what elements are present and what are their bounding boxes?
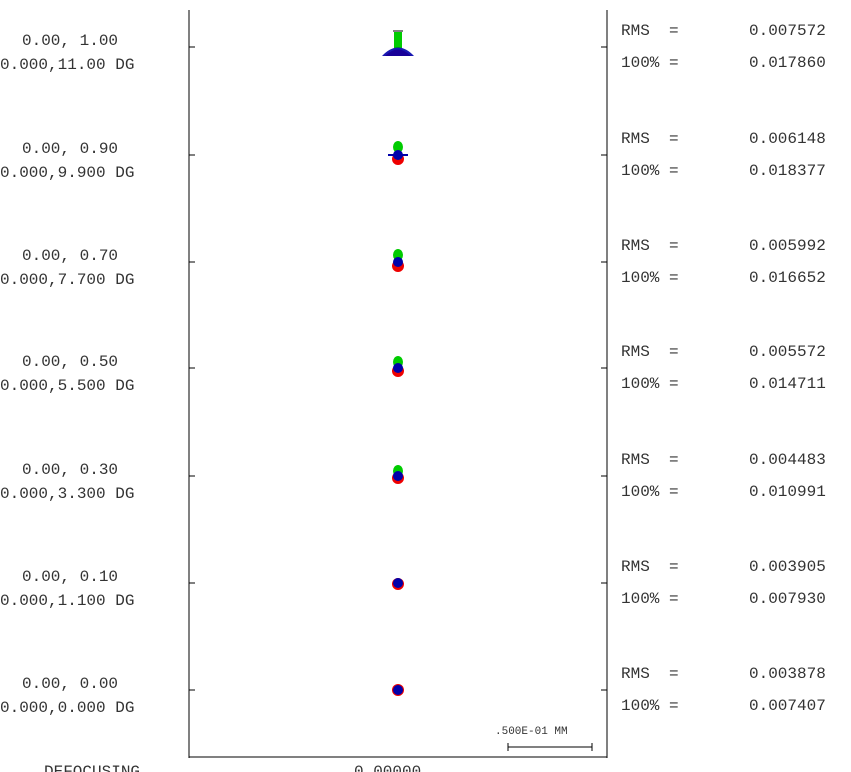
spot-cluster (388, 141, 408, 165)
pct-100-value: 0.007407 (749, 697, 826, 715)
field-angle-label: 0.000,7.700 DG (0, 271, 134, 289)
field-angle-label: 0.000,3.300 DG (0, 485, 134, 503)
pct-100-label: 100% = (621, 697, 679, 715)
pct-100-value: 0.017860 (749, 54, 826, 72)
rms-label: RMS = (621, 22, 679, 40)
defocusing-value: 0.00000 (354, 763, 421, 772)
spot-wavelength-2 (393, 471, 403, 481)
rms-label: RMS = (621, 558, 679, 576)
spot-wavelength-1 (394, 32, 402, 48)
field-angle-label: 0.000,1.100 DG (0, 592, 134, 610)
rms-label: RMS = (621, 237, 679, 255)
scale-bar-label: .500E-01 MM (495, 726, 568, 738)
pct-100-value: 0.018377 (749, 162, 826, 180)
spot-wavelength-2 (393, 578, 403, 588)
spot-cluster (382, 30, 414, 56)
field-labels: 0.00, 1.00 0.000,11.00 DG RMS = 0.007572 100… (0, 22, 826, 717)
pct-100-value: 0.014711 (749, 375, 826, 393)
field-coordinate-label: 0.00, 0.50 (22, 353, 118, 371)
spot-wavelength-2 (393, 257, 403, 267)
spot-wavelength-2 (382, 47, 414, 56)
pct-100-label: 100% = (621, 162, 679, 180)
field-ticks (189, 46, 607, 691)
field-coordinate-label: 0.00, 0.10 (22, 568, 118, 586)
field-coordinate-label: 0.00, 1.00 (22, 32, 118, 50)
rms-value: 0.003905 (749, 558, 826, 576)
field-coordinate-label: 0.00, 0.30 (22, 461, 118, 479)
rms-value: 0.006148 (749, 130, 826, 148)
rms-label: RMS = (621, 343, 679, 361)
field-coordinate-label: 0.00, 0.00 (22, 675, 118, 693)
rms-label: RMS = (621, 665, 679, 683)
pct-100-label: 100% = (621, 269, 679, 287)
field-angle-label: 0.000,0.000 DG (0, 699, 134, 717)
field-coordinate-label: 0.00, 0.70 (22, 247, 118, 265)
pct-100-label: 100% = (621, 54, 679, 72)
spot-cluster (392, 684, 404, 696)
spot-cluster (392, 249, 404, 272)
field-angle-label: 0.000,9.900 DG (0, 164, 134, 182)
rms-value: 0.004483 (749, 451, 826, 469)
spot-markers (382, 30, 414, 696)
rms-value: 0.005572 (749, 343, 826, 361)
pct-100-label: 100% = (621, 590, 679, 608)
pct-100-value: 0.010991 (749, 483, 826, 501)
field-angle-label: 0.000,5.500 DG (0, 377, 134, 395)
spot-cluster (392, 465, 404, 484)
scale-bar: .500E-01 MM (495, 726, 593, 751)
spot-wavelength-2 (393, 363, 403, 373)
defocusing-label: DEFOCUSING (44, 763, 140, 772)
rms-value: 0.005992 (749, 237, 826, 255)
rms-label: RMS = (621, 130, 679, 148)
spot-cluster (392, 356, 404, 377)
spot-cluster (392, 578, 404, 590)
rms-value: 0.007572 (749, 22, 826, 40)
spot-wavelength-2 (393, 685, 403, 695)
rms-label: RMS = (621, 451, 679, 469)
pct-100-value: 0.007930 (749, 590, 826, 608)
field-angle-label: 0.000,11.00 DG (0, 56, 134, 74)
rms-value: 0.003878 (749, 665, 826, 683)
spot-wavelength-1 (393, 141, 403, 153)
pct-100-label: 100% = (621, 375, 679, 393)
field-coordinate-label: 0.00, 0.90 (22, 140, 118, 158)
pct-100-value: 0.016652 (749, 269, 826, 287)
pct-100-label: 100% = (621, 483, 679, 501)
